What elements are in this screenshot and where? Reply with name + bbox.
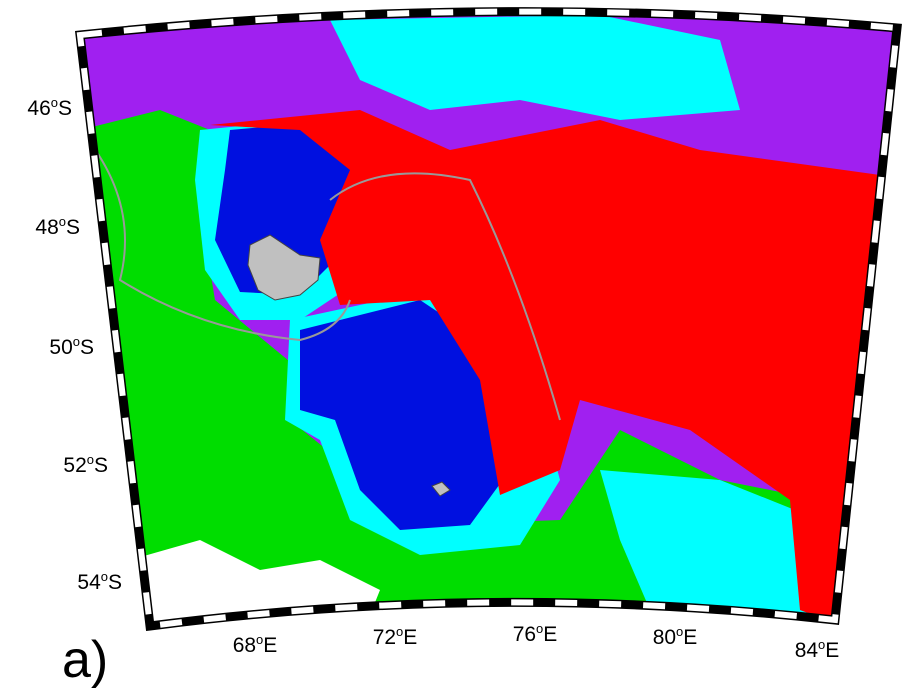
label-part: S: [66, 216, 80, 239]
label-part: 68: [233, 634, 256, 657]
label-part: E: [683, 626, 697, 649]
cyan-region: [330, 15, 740, 120]
label-part: E: [825, 639, 839, 662]
island: [431, 481, 451, 497]
label-part: 80: [653, 626, 676, 649]
blue-region: [300, 300, 510, 530]
contour-line: [80, 129, 561, 421]
label-part: 72: [373, 626, 396, 649]
label-part: o: [51, 95, 58, 110]
label-part: 52: [63, 454, 86, 477]
label-part: o: [676, 624, 683, 639]
label-part: S: [108, 571, 122, 594]
coordinate-label: 76oE: [513, 621, 558, 646]
label-part: o: [396, 624, 403, 639]
label-part: S: [58, 97, 72, 120]
red-region: [210, 110, 880, 627]
label-part: o: [536, 621, 543, 636]
label-part: 46: [27, 97, 50, 120]
label-part: E: [263, 634, 277, 657]
label-part: o: [818, 637, 825, 652]
label-part: E: [403, 626, 417, 649]
label-part: o: [256, 632, 263, 647]
label-part: 50: [49, 336, 72, 359]
panel-label: a): [62, 631, 108, 689]
label-part: o: [101, 569, 108, 584]
label-part: o: [87, 452, 94, 467]
label-part: 84: [795, 639, 819, 662]
coordinate-label: 80oE: [653, 624, 698, 649]
coordinate-label: 46oS: [27, 95, 72, 120]
coordinate-label: 68oE: [233, 632, 278, 657]
island: [247, 234, 321, 301]
coordinate-label: 50oS: [49, 334, 94, 359]
coordinate-label: 48oS: [35, 214, 80, 239]
coordinate-label: 52oS: [63, 452, 108, 477]
frame-border: [74, 7, 902, 632]
label-part: 76: [513, 623, 536, 646]
coordinate-label: 54oS: [77, 569, 122, 594]
label-part: S: [80, 336, 94, 359]
coordinate-label: 84oE: [795, 637, 840, 662]
label-part: o: [59, 214, 66, 229]
label-part: E: [543, 623, 557, 646]
label-part: S: [94, 454, 108, 477]
cyan-region: [600, 470, 840, 620]
label-part: 54: [77, 571, 101, 594]
coordinate-label: 72oE: [373, 624, 418, 649]
label-part: 48: [35, 216, 58, 239]
label-part: o: [73, 334, 80, 349]
